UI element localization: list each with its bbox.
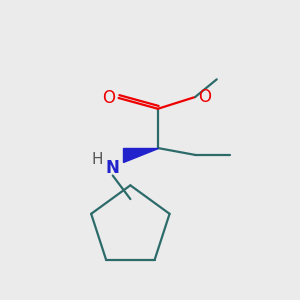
Text: N: N [106,159,120,177]
Polygon shape [122,148,158,162]
Text: O: O [102,89,115,107]
Text: O: O [199,88,212,106]
Text: H: H [91,152,103,167]
